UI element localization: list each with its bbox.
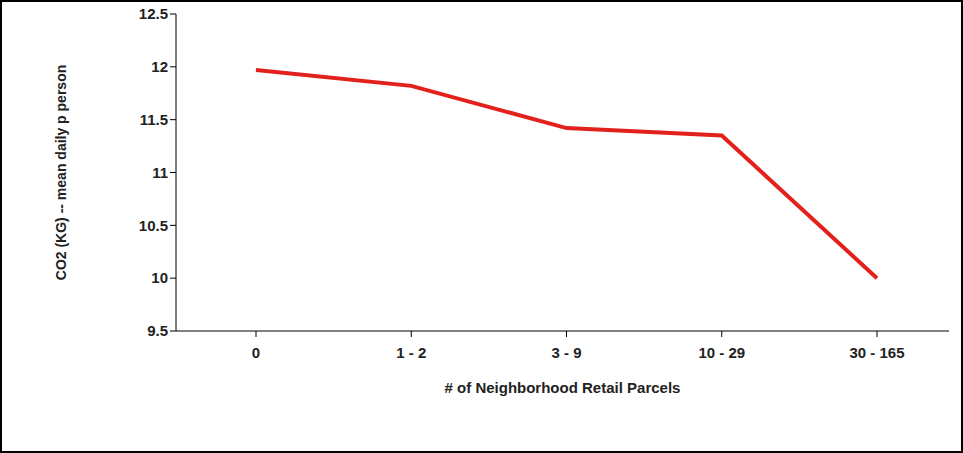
svg-text:10 - 29: 10 - 29 [698,344,745,361]
svg-text:10: 10 [151,269,168,286]
svg-text:CO2 (KG) -- mean daily p perso: CO2 (KG) -- mean daily p person [53,65,69,280]
svg-text:3 - 9: 3 - 9 [551,344,581,361]
svg-text:0: 0 [252,344,260,361]
svg-text:1 - 2: 1 - 2 [396,344,426,361]
svg-text:12.5: 12.5 [139,5,168,22]
svg-text:9.5: 9.5 [147,322,168,339]
svg-text:11.5: 11.5 [140,111,168,128]
svg-text:# of Neighborhood Retail Parce: # of Neighborhood Retail Parcels [445,379,681,396]
svg-text:12: 12 [151,58,168,75]
svg-text:11: 11 [152,164,168,181]
svg-text:30 - 165: 30 - 165 [849,344,904,361]
svg-text:10.5: 10.5 [139,217,168,234]
